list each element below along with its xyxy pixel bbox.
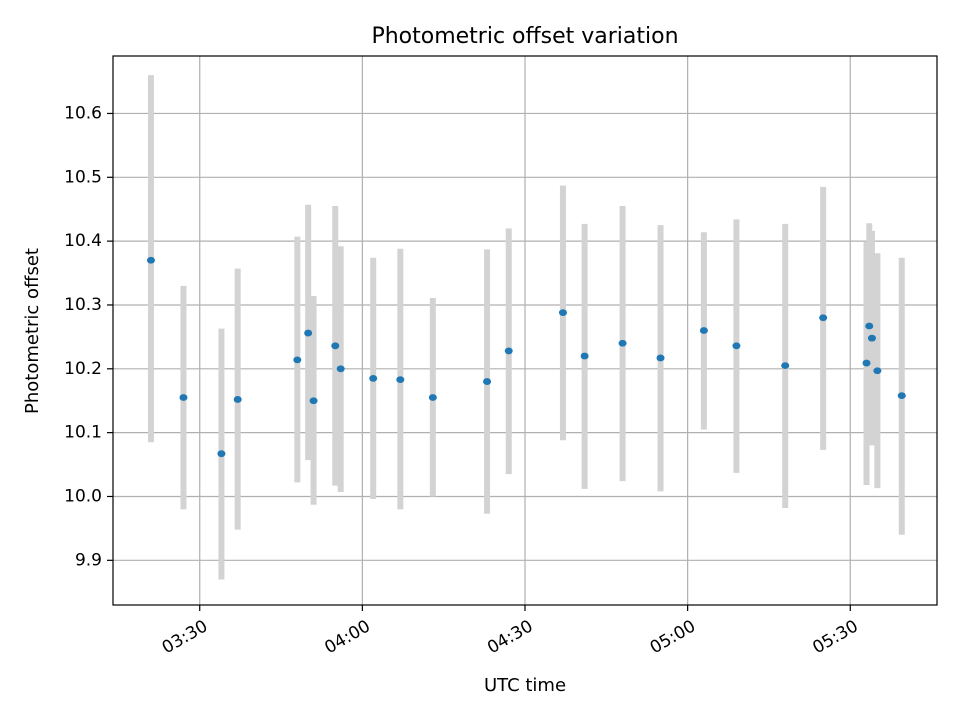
- data-point: [428, 394, 437, 401]
- y-tick-label: 10.3: [64, 295, 102, 315]
- grid: [113, 56, 937, 605]
- y-tick-label: 10.6: [64, 103, 102, 123]
- y-tick-label: 10.4: [64, 231, 102, 251]
- data-point: [819, 314, 828, 322]
- y-axis-label: Photometric offset: [22, 248, 43, 414]
- data-point: [699, 327, 708, 334]
- data-point: [331, 342, 340, 350]
- y-tick-label: 10.0: [64, 486, 102, 506]
- chart-title: Photometric offset variation: [371, 24, 678, 49]
- y-axis-ticks: 9.9 10.0 10.1 10.2 10.3 10.4 10.5 10.6: [64, 103, 113, 570]
- data-point-group: [146, 256, 906, 458]
- data-point: [233, 396, 242, 403]
- data-point: [304, 329, 313, 337]
- data-point: [504, 347, 513, 355]
- y-tick-label: 10.2: [64, 359, 102, 379]
- data-point: [483, 378, 492, 385]
- data-point: [873, 367, 882, 375]
- data-point: [336, 365, 345, 373]
- data-point: [146, 256, 155, 264]
- data-point: [781, 362, 790, 370]
- data-point: [732, 342, 741, 350]
- data-point: [897, 392, 906, 400]
- data-point: [293, 356, 302, 364]
- data-point: [396, 376, 405, 384]
- data-point: [618, 339, 627, 347]
- y-tick-label: 10.1: [64, 423, 102, 443]
- data-point: [217, 450, 226, 458]
- data-point: [369, 374, 378, 382]
- data-point: [558, 309, 567, 317]
- y-tick-label: 9.9: [75, 550, 102, 570]
- x-axis-label: UTC time: [484, 675, 566, 696]
- data-point: [309, 397, 318, 405]
- data-point: [862, 359, 871, 367]
- data-point: [865, 322, 874, 330]
- data-point: [656, 354, 665, 362]
- data-point: [580, 352, 589, 360]
- data-point: [867, 334, 876, 342]
- y-tick-label: 10.5: [64, 167, 102, 187]
- data-point: [179, 394, 188, 401]
